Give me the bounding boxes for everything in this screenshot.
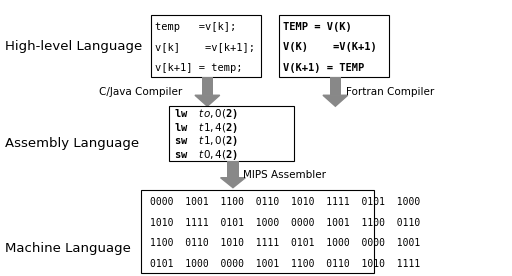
Text: Machine Language: Machine Language <box>5 242 131 255</box>
Text: 1100  0110  1010  1111  0101  1000  0000  1001: 1100 0110 1010 1111 0101 1000 0000 1001 <box>150 238 420 248</box>
Text: Fortran Compiler: Fortran Compiler <box>346 87 434 97</box>
Text: High-level Language: High-level Language <box>5 40 142 54</box>
Text: V(K)    =V(K+1): V(K) =V(K+1) <box>284 42 377 52</box>
Polygon shape <box>221 178 245 188</box>
Text: Assembly Language: Assembly Language <box>5 137 139 150</box>
Text: 1010  1111  0101  1000  0000  1001  1100  0110: 1010 1111 0101 1000 0000 1001 1100 0110 <box>150 217 420 227</box>
Text: TEMP = V(K): TEMP = V(K) <box>284 22 352 31</box>
FancyBboxPatch shape <box>141 190 374 273</box>
Text: V(K+1) = TEMP: V(K+1) = TEMP <box>284 63 365 73</box>
Polygon shape <box>323 95 348 106</box>
Text: C/Java Compiler: C/Java Compiler <box>98 87 182 97</box>
Text: lw  $t1,    4($2): lw $t1, 4($2) <box>174 121 238 135</box>
Text: 0101  1000  0000  1001  1100  0110  1010  1111: 0101 1000 0000 1001 1100 0110 1010 1111 <box>150 259 420 269</box>
FancyBboxPatch shape <box>202 77 213 95</box>
Text: lw  $to,    0($2): lw $to, 0($2) <box>174 107 238 121</box>
FancyBboxPatch shape <box>151 15 261 77</box>
Text: 0000  1001  1100  0110  1010  1111  0101  1000: 0000 1001 1100 0110 1010 1111 0101 1000 <box>150 197 420 207</box>
Polygon shape <box>195 95 220 106</box>
Text: v[k]    =v[k+1];: v[k] =v[k+1]; <box>156 42 255 52</box>
Text: MIPS Assembler: MIPS Assembler <box>243 170 326 180</box>
Text: sw  $t1,    0($2): sw $t1, 0($2) <box>174 134 238 148</box>
Text: temp   =v[k];: temp =v[k]; <box>156 22 237 31</box>
FancyBboxPatch shape <box>169 106 294 161</box>
FancyBboxPatch shape <box>227 161 239 178</box>
Text: v[k+1] = temp;: v[k+1] = temp; <box>156 63 243 73</box>
Text: sw  $t0,    4($2): sw $t0, 4($2) <box>174 148 238 162</box>
FancyBboxPatch shape <box>330 77 341 95</box>
FancyBboxPatch shape <box>279 15 389 77</box>
